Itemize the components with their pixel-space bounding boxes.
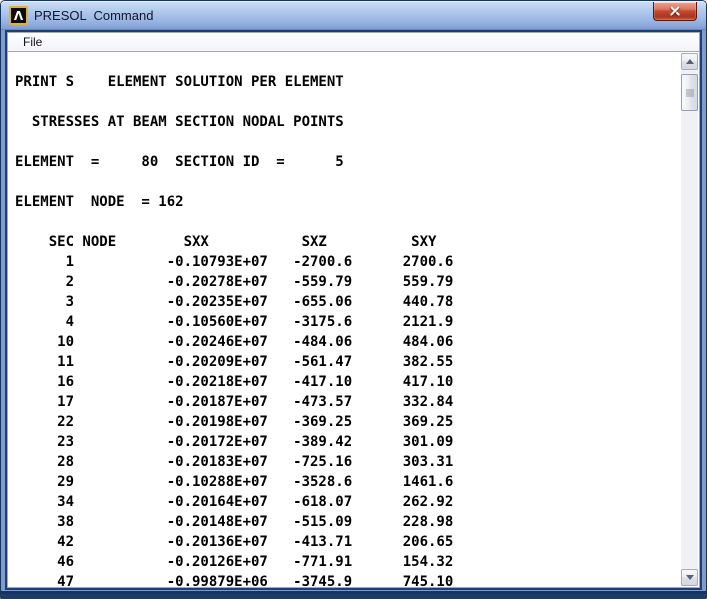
- solution-output: PRINT S ELEMENT SOLUTION PER ELEMENT STR…: [15, 74, 454, 587]
- scroll-up-button[interactable]: [681, 53, 698, 70]
- output-area: PRINT S ELEMENT SOLUTION PER ELEMENT STR…: [8, 52, 699, 587]
- close-button[interactable]: [653, 2, 697, 21]
- menu-file[interactable]: File: [23, 34, 43, 49]
- arrow-down-icon: [685, 575, 694, 580]
- window-title: PRESOL Command: [34, 8, 154, 23]
- vertical-scrollbar[interactable]: [681, 53, 698, 586]
- client-inner: File PRINT S ELEMENT SOLUTION PER ELEMEN…: [7, 32, 700, 588]
- client-area: File PRINT S ELEMENT SOLUTION PER ELEMEN…: [5, 30, 702, 590]
- thumb-grip-icon: [685, 89, 694, 96]
- ansys-lambda-glyph: Λ: [13, 8, 24, 23]
- ansys-logo-icon: Λ: [9, 6, 28, 25]
- title-bar[interactable]: Λ PRESOL Command: [1, 1, 706, 30]
- arrow-up-icon: [685, 59, 694, 64]
- menu-bar: File: [8, 33, 699, 52]
- scroll-down-button[interactable]: [681, 569, 698, 586]
- close-icon: [670, 6, 680, 16]
- scrollbar-thumb[interactable]: [681, 74, 698, 111]
